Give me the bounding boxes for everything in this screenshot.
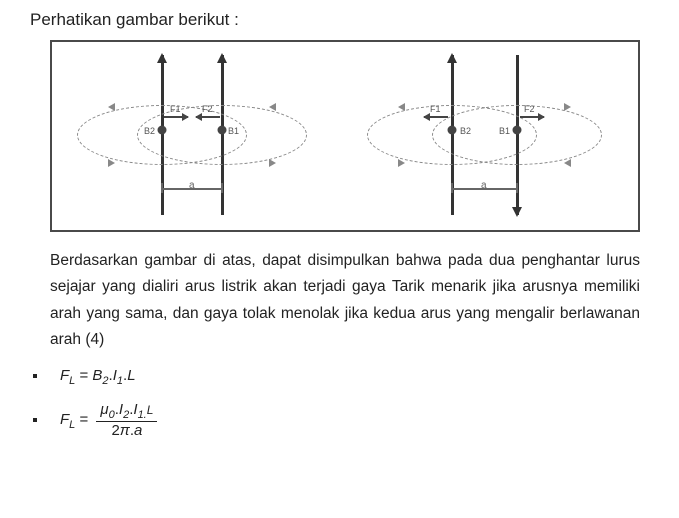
- force-arrow-2: [520, 116, 544, 118]
- ellipse-arrow-icon: [108, 159, 115, 167]
- formula-var: μ: [100, 401, 108, 418]
- force-label-1: F1: [170, 104, 181, 114]
- force-arrow-2: [196, 116, 220, 118]
- formula-2: F L = μ0.I2.I1.L2π.a: [48, 401, 659, 439]
- formula-text: =: [75, 411, 92, 428]
- ellipse-arrow-icon: [269, 103, 276, 111]
- current-arrow-down-icon: [512, 207, 522, 217]
- formula-var: a: [134, 422, 142, 439]
- distance-label: a: [189, 180, 195, 191]
- force-arrow-1: [424, 116, 448, 118]
- node-dot-icon: [218, 126, 227, 135]
- fraction: μ0.I2.I1.L2π.a: [96, 401, 157, 439]
- force-label-2: F2: [524, 104, 535, 114]
- node-dot-icon: [513, 126, 522, 135]
- b-label-left: B2: [144, 126, 155, 136]
- ellipse-arrow-icon: [108, 103, 115, 111]
- formula-text: =: [75, 367, 92, 384]
- dist-tick: [516, 183, 518, 193]
- instruction-heading: Perhatikan gambar berikut :: [30, 10, 659, 30]
- dist-tick: [221, 183, 223, 193]
- arrow-right-icon: [538, 113, 545, 121]
- field-ellipse-2: [432, 105, 602, 165]
- current-arrow-up-icon: [447, 53, 457, 63]
- formula-1: FL = B2.I1.L: [48, 367, 659, 387]
- formula-var: F: [60, 367, 69, 384]
- ellipse-arrow-icon: [398, 103, 405, 111]
- formula-list: FL = B2.I1.L FL = μ0.I2.I1.L2π.a: [48, 367, 659, 439]
- formula-var: L: [127, 367, 135, 384]
- force-label-1: F1: [430, 104, 441, 114]
- formula-var: L: [147, 403, 154, 417]
- numerator: μ0.I2.I1.L: [96, 401, 157, 422]
- arrow-left-icon: [195, 113, 202, 121]
- distance-label: a: [481, 180, 487, 191]
- b-label-right: B1: [228, 126, 239, 136]
- b-label-left: B2: [460, 126, 471, 136]
- node-dot-icon: [158, 126, 167, 135]
- figure-container: B2 B1 F1 F2 a B2 B1: [50, 40, 640, 232]
- ellipse-arrow-icon: [564, 159, 571, 167]
- force-label-2: F2: [202, 104, 213, 114]
- arrow-right-icon: [182, 113, 189, 121]
- explanation-paragraph: Berdasarkan gambar di atas, dapat disimp…: [50, 248, 640, 353]
- current-arrow-up-icon: [157, 53, 167, 63]
- formula-sub: 1.: [138, 409, 147, 421]
- field-ellipse-2: [137, 105, 307, 165]
- formula-var: F: [60, 411, 69, 428]
- current-arrow-up-icon: [217, 53, 227, 63]
- node-dot-icon: [448, 126, 457, 135]
- force-arrow-1: [164, 116, 188, 118]
- ellipse-arrow-icon: [398, 159, 405, 167]
- formula-text: 2: [111, 422, 119, 439]
- denominator: 2π.a: [96, 422, 157, 439]
- b-label-right: B1: [499, 126, 510, 136]
- diagram-attract: B2 B1 F1 F2 a: [62, 50, 332, 220]
- ellipse-arrow-icon: [269, 159, 276, 167]
- formula-var: π: [120, 422, 130, 439]
- diagram-repel: B2 B1 F1 F2 a: [352, 50, 622, 220]
- ellipse-arrow-icon: [564, 103, 571, 111]
- arrow-left-icon: [423, 113, 430, 121]
- formula-var: B: [92, 367, 102, 384]
